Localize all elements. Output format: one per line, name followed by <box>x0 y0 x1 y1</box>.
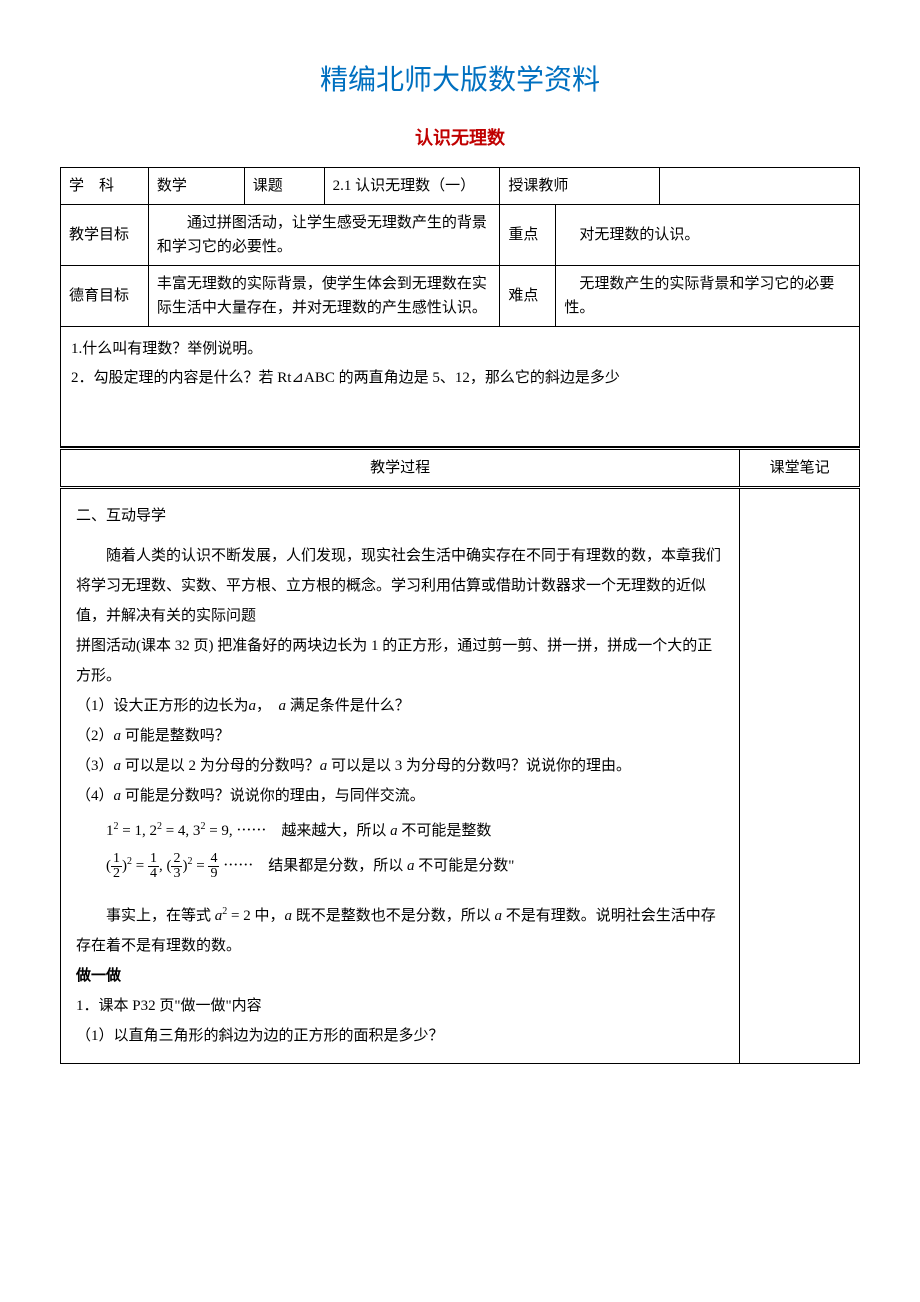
subject-value: 数学 <box>148 168 244 205</box>
text: 满足条件是什么？ <box>290 698 410 714</box>
text: 中， <box>254 908 284 924</box>
teach-goal-value: 通过拼图活动，让学生感受无理数产生的背景和学习它的必要性。 <box>148 205 500 266</box>
teacher-value <box>660 168 860 205</box>
math-expression-1: 12 = 1, 22 = 4, 32 = 9, ⋯⋯ 越来越大，所以 a 不可能… <box>106 816 724 846</box>
moral-goal-label: 德育目标 <box>61 266 149 327</box>
text: 可能是整数吗？ <box>125 728 230 744</box>
text: 越来越大，所以 <box>281 823 386 839</box>
question-2: （2）a 可能是整数吗？ <box>76 721 724 751</box>
text: （2） <box>76 728 114 744</box>
text: 结果都是分数，所以 <box>268 858 403 874</box>
header-table: 学 科 数学 课题 2.1 认识无理数（一） 授课教师 教学目标 通过拼图活动，… <box>60 167 860 447</box>
moral-goal-value: 丰富无理数的实际背景，使学生体会到无理数在实际生活中大量存在，并对无理数的产生感… <box>148 266 500 327</box>
key-value: 对无理数的认识。 <box>556 205 860 266</box>
table-row: 学 科 数学 课题 2.1 认识无理数（一） 授课教师 <box>61 168 860 205</box>
difficulty-value: 无理数产生的实际背景和学习它的必要性。 <box>556 266 860 327</box>
difficulty-label: 难点 <box>500 266 556 327</box>
table-row: 教学目标 通过拼图活动，让学生感受无理数产生的背景和学习它的必要性。 重点 对无… <box>61 205 860 266</box>
page-title: 精编北师大版数学资料 <box>60 59 860 104</box>
question-3: （3）a 可以是以 2 为分母的分数吗？a 可以是以 3 为分母的分数吗？说说你… <box>76 751 724 781</box>
paragraph: 拼图活动(课本 32 页) 把准备好的两块边长为 1 的正方形，通过剪一剪、拼一… <box>76 631 724 691</box>
text: 可能是分数吗？说说你的理由，与同伴交流。 <box>125 788 425 804</box>
main-content-cell: 二、互动导学 随着人类的认识不断发展，人们发现，现实社会生活中确实存在不同于有理… <box>61 488 740 1064</box>
text: （4） <box>76 788 114 804</box>
section-heading: 二、互动导学 <box>76 501 724 531</box>
notes-cell <box>740 488 860 1064</box>
table-row: 1.什么叫有理数？举例说明。 2．勾股定理的内容是什么？若 Rt⊿ABC 的两直… <box>61 327 860 447</box>
lesson-title-value: 2.1 认识无理数（一） <box>324 168 500 205</box>
text: 不可能是整数 <box>401 823 491 839</box>
subtitle: 认识无理数 <box>60 124 860 153</box>
lesson-title-label: 课题 <box>244 168 324 205</box>
question-1: （1）设大正方形的边长为a， a 满足条件是什么？ <box>76 691 724 721</box>
text: 可以是以 2 为分母的分数吗？ <box>125 758 320 774</box>
text: 可以是以 3 为分母的分数吗？说说你的理由。 <box>331 758 631 774</box>
process-notes-label: 课堂笔记 <box>740 449 860 488</box>
text: 既不是整数也不是分数，所以 <box>296 908 491 924</box>
text: （1）设大正方形的边长为 <box>76 698 249 714</box>
table-row: 德育目标 丰富无理数的实际背景，使学生体会到无理数在实际生活中大量存在，并对无理… <box>61 266 860 327</box>
process-header-row: 教学过程 课堂笔记 <box>61 449 860 488</box>
do-heading: 做一做 <box>76 961 724 991</box>
content-row: 二、互动导学 随着人类的认识不断发展，人们发现，现实社会生活中确实存在不同于有理… <box>61 488 860 1064</box>
process-table: 教学过程 课堂笔记 二、互动导学 随着人类的认识不断发展，人们发现，现实社会生活… <box>60 447 860 1064</box>
question-4: （4）a 可能是分数吗？说说你的理由，与同伴交流。 <box>76 781 724 811</box>
math-expression-2: (12)2 = 14, (23)2 = 49 ⋯⋯ 结果都是分数，所以 a 不可… <box>106 851 724 881</box>
teacher-label: 授课教师 <box>500 168 660 205</box>
text: 事实上，在等式 <box>106 908 211 924</box>
subject-label: 学 科 <box>61 168 149 205</box>
review-q2: 2．勾股定理的内容是什么？若 Rt⊿ABC 的两直角边是 5、12，那么它的斜边… <box>71 364 849 393</box>
process-main-label: 教学过程 <box>61 449 740 488</box>
teach-goal-label: 教学目标 <box>61 205 149 266</box>
key-label: 重点 <box>500 205 556 266</box>
text: （3） <box>76 758 114 774</box>
text: 不可能是分数" <box>418 858 514 874</box>
do-item: 1．课本 P32 页"做一做"内容 <box>76 991 724 1021</box>
paragraph: 随着人类的认识不断发展，人们发现，现实社会生活中确实存在不同于有理数的数，本章我… <box>76 541 724 631</box>
review-cell: 1.什么叫有理数？举例说明。 2．勾股定理的内容是什么？若 Rt⊿ABC 的两直… <box>61 327 860 447</box>
do-subitem: （1）以直角三角形的斜边为边的正方形的面积是多少？ <box>76 1021 724 1051</box>
review-q1: 1.什么叫有理数？举例说明。 <box>71 335 849 364</box>
conclusion: 事实上，在等式 a2 = 2 中，a 既不是整数也不是分数，所以 a 不是有理数… <box>76 901 724 961</box>
